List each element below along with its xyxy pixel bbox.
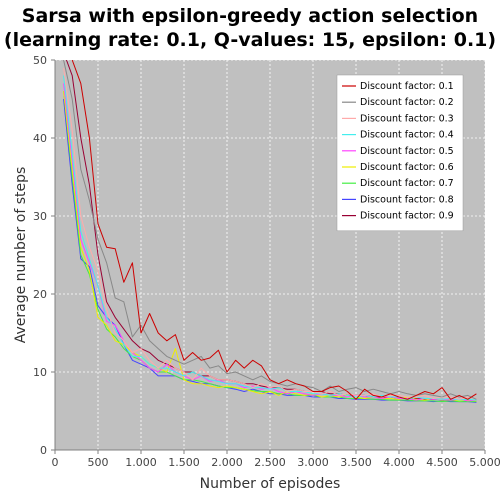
y-tick-label: 0 [40, 444, 47, 457]
legend-entry: Discount factor: 0.6 [360, 162, 454, 173]
series-lines [63, 60, 477, 403]
x-tick-label: 3.500 [340, 456, 372, 469]
y-tick-label: 10 [33, 366, 47, 379]
y-tick-label: 50 [33, 54, 47, 67]
legend-entry: Discount factor: 0.5 [360, 146, 454, 157]
legend-entry: Discount factor: 0.4 [360, 130, 454, 141]
legend-entry: Discount factor: 0.1 [360, 81, 454, 92]
x-tick-label: 4.500 [426, 456, 458, 469]
x-tick-label: 2.500 [254, 456, 286, 469]
y-axis-label: Average number of steps [13, 167, 29, 344]
legend: Discount factor: 0.1 Discount factor: 0.2… [336, 74, 464, 232]
y-tick-label: 40 [33, 132, 47, 145]
chart-title-line-1: Sarsa with epsilon-greedy action selecti… [22, 5, 478, 27]
x-tick-label: 0 [52, 456, 59, 469]
series-line [63, 60, 477, 400]
legend-entry: Discount factor: 0.3 [360, 113, 454, 124]
x-tick-label: 500 [88, 456, 109, 469]
x-tick-label: 5.000 [469, 456, 500, 469]
y-tick-label: 20 [33, 288, 47, 301]
legend-entry: Discount factor: 0.9 [360, 211, 454, 222]
x-tick-label: 1.000 [125, 456, 157, 469]
legend-box [336, 74, 464, 232]
ticks: 0 500 1.000 1.500 2.000 2.500 3.000 3.500 4.000 4… [33, 54, 500, 469]
legend-entry: Discount factor: 0.7 [360, 178, 454, 189]
x-tick-label: 2.000 [211, 456, 243, 469]
chart-title-line-2: (learning rate: 0.1, Q-values: 15, epsil… [4, 29, 496, 51]
x-tick-label: 1.500 [168, 456, 200, 469]
series-line [71, 60, 477, 400]
legend-entry: Discount factor: 0.8 [360, 194, 454, 205]
legend-entry: Discount factor: 0.2 [360, 97, 454, 108]
x-axis-label: Number of episodes [200, 476, 341, 492]
x-tick-label: 4.000 [383, 456, 415, 469]
series-line [63, 98, 477, 403]
y-tick-label: 30 [33, 210, 47, 223]
x-tick-label: 3.000 [297, 456, 329, 469]
series-line [63, 67, 477, 400]
